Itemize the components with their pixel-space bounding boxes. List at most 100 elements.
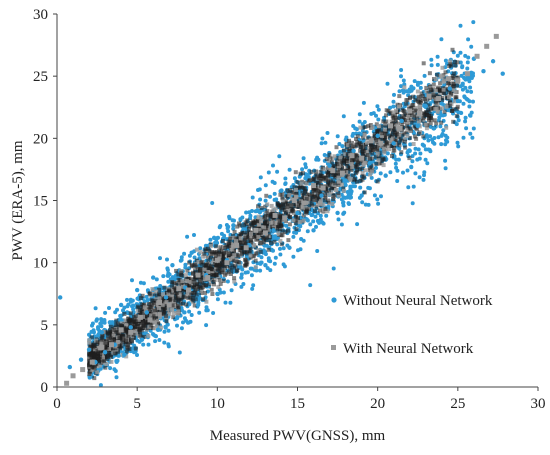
cloud-point-without-nn — [339, 222, 344, 227]
cloud-point-with-nn — [312, 209, 317, 213]
y-tick-label: 20 — [33, 131, 48, 147]
cloud-point-without-nn — [416, 80, 420, 85]
cloud-point-with-nn — [227, 244, 232, 248]
cloud-point-with-nn — [409, 120, 414, 125]
cloud-point-with-nn — [358, 125, 363, 130]
cloud-point-without-nn — [241, 282, 246, 286]
data-point-with-nn — [387, 123, 393, 129]
cloud-point-with-nn — [354, 136, 358, 141]
cloud-point-with-nn — [296, 204, 301, 209]
data-point-with-nn — [147, 317, 153, 323]
cloud-point-with-nn — [259, 219, 263, 224]
cloud-point-with-nn — [254, 251, 259, 256]
cloud-point-without-nn — [376, 117, 381, 122]
cloud-point-without-nn — [436, 135, 441, 140]
cloud-point-with-nn — [164, 300, 169, 304]
cloud-point-with-nn — [256, 204, 260, 209]
data-point-without-nn — [134, 287, 140, 293]
cloud-point-with-nn — [350, 173, 355, 178]
cloud-point-without-nn — [471, 99, 475, 104]
data-point-without-nn — [99, 330, 105, 335]
cloud-point-with-nn — [172, 291, 177, 295]
cloud-point-with-nn — [258, 249, 263, 254]
cloud-point-without-nn — [99, 317, 104, 322]
cloud-point-with-nn — [365, 136, 370, 141]
cloud-point-without-nn — [426, 138, 431, 143]
cloud-point-without-nn — [213, 240, 218, 245]
cloud-point-without-nn — [287, 167, 292, 172]
cloud-point-without-nn — [316, 157, 321, 162]
cloud-point-with-nn — [422, 112, 427, 117]
cloud-point-with-nn — [305, 200, 310, 205]
cloud-point-with-nn — [171, 311, 176, 316]
cloud-point-without-nn — [93, 306, 98, 311]
cloud-point-with-nn — [297, 220, 302, 224]
cloud-point-with-nn — [246, 226, 251, 231]
cloud-point-with-nn — [105, 350, 110, 355]
cloud-point-with-nn — [133, 317, 138, 321]
cloud-point-with-nn — [354, 167, 359, 172]
cloud-point-with-nn — [248, 238, 253, 243]
data-point-with-nn — [416, 110, 422, 116]
cloud-point-without-nn — [240, 267, 245, 272]
cloud-point-with-nn — [206, 263, 211, 268]
cloud-point-with-nn — [92, 376, 97, 381]
cloud-point-with-nn — [363, 124, 368, 129]
cloud-point-with-nn — [286, 238, 291, 243]
cloud-point-without-nn — [151, 332, 155, 336]
cloud-point-with-nn — [314, 169, 319, 174]
cloud-point-without-nn — [468, 131, 473, 136]
cloud-point-without-nn — [259, 255, 264, 260]
cloud-point-with-nn — [337, 164, 341, 169]
cloud-point-without-nn — [429, 63, 434, 68]
cloud-point-with-nn — [121, 325, 126, 330]
cloud-point-with-nn — [165, 307, 170, 311]
data-point-without-nn — [295, 210, 300, 216]
cloud-point-with-nn — [287, 193, 292, 198]
cloud-point-with-nn — [352, 177, 357, 181]
data-point-without-nn — [481, 68, 486, 74]
cloud-point-without-nn — [439, 37, 444, 42]
cloud-point-without-nn — [379, 194, 383, 199]
cloud-point-with-nn — [421, 61, 426, 66]
cloud-point-with-nn — [438, 81, 443, 86]
cloud-point-with-nn — [242, 250, 247, 255]
cloud-point-without-nn — [422, 143, 426, 148]
cloud-point-with-nn — [208, 244, 213, 249]
cloud-point-with-nn — [271, 216, 276, 221]
cloud-point-without-nn — [345, 190, 350, 194]
cloud-point-with-nn — [361, 146, 366, 151]
cloud-point-with-nn — [214, 244, 219, 249]
cloud-point-without-nn — [344, 135, 349, 140]
cloud-point-with-nn — [368, 172, 373, 177]
cloud-point-with-nn — [413, 105, 418, 110]
cloud-point-with-nn — [192, 280, 197, 284]
cloud-point-with-nn — [361, 125, 365, 130]
cloud-point-with-nn — [300, 179, 305, 184]
cloud-point-with-nn — [156, 321, 161, 326]
cloud-point-without-nn — [271, 248, 275, 253]
cloud-point-with-nn — [195, 282, 200, 287]
cloud-point-with-nn — [178, 278, 183, 283]
data-point-with-nn — [339, 170, 345, 176]
cloud-point-with-nn — [324, 190, 329, 195]
cloud-point-without-nn — [418, 85, 423, 90]
cloud-point-with-nn — [375, 151, 380, 156]
cloud-point-with-nn — [443, 70, 448, 75]
x-tick-label: 30 — [531, 396, 546, 412]
cloud-point-without-nn — [248, 213, 253, 218]
cloud-point-with-nn — [213, 266, 218, 271]
cloud-point-with-nn — [441, 79, 446, 84]
data-point-without-nn — [58, 295, 63, 300]
cloud-point-with-nn — [157, 296, 162, 301]
cloud-point-with-nn — [173, 286, 178, 291]
cloud-point-with-nn — [363, 168, 367, 173]
cloud-point-without-nn — [268, 268, 273, 273]
cloud-point-with-nn — [304, 181, 309, 186]
cloud-point-with-nn — [299, 205, 304, 210]
cloud-point-without-nn — [357, 119, 362, 124]
cloud-point-without-nn — [146, 342, 151, 347]
cloud-point-with-nn — [99, 339, 104, 344]
cloud-point-with-nn — [142, 334, 147, 339]
cloud-point-with-nn — [334, 145, 339, 150]
